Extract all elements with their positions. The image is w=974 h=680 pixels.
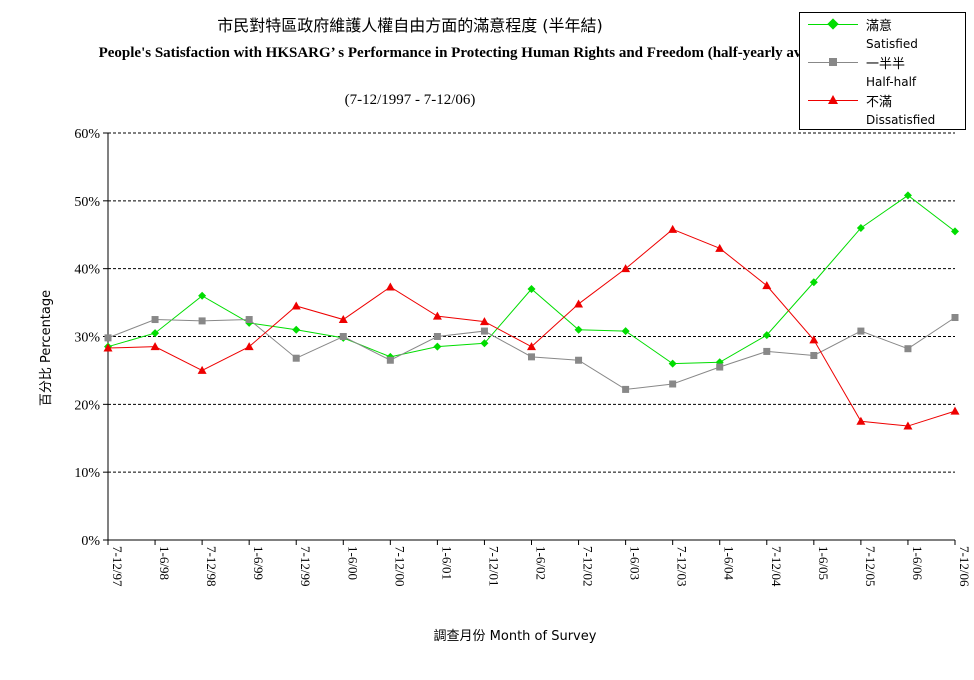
data-point [574,325,583,334]
data-point [809,278,818,287]
data-point [386,356,394,364]
data-point [856,223,865,232]
chart-title-en: People's Satisfaction with HKSARG’ s Per… [98,45,842,61]
data-point [198,291,207,300]
data-point [480,327,488,335]
data-point [762,281,772,290]
x-tick-label: 1-6/00 [345,546,360,580]
x-tick-label: 1-6/98 [157,546,172,580]
data-point [810,351,818,359]
data-point [527,285,536,294]
data-point [903,421,913,430]
y-tick-label: 30% [74,331,100,346]
data-point [856,416,866,425]
chart-subtitle: (7-12/1997 - 7-12/06) [344,92,476,108]
y-tick-label: 0% [81,534,100,549]
legend-item-dissatisfied: 不滿 Dissatisfied [800,91,965,129]
legend-item-half-half: 一半半 Half-half [800,53,965,91]
data-point [903,191,912,200]
data-point [150,342,160,351]
series-line-dissatisfied [107,228,956,427]
data-point [245,316,253,324]
chart-title-zh: 市民對特區政府維護人權自由方面的滿意程度 (半年結) [217,16,603,35]
diamond-marker-icon [827,18,839,30]
data-point [951,227,959,236]
data-point [762,331,771,340]
x-tick-label: 7-12/01 [486,546,501,586]
x-tick-label: 7-12/98 [204,546,219,586]
x-tick-label: 1-6/06 [910,546,925,580]
triangle-marker-icon [828,95,838,104]
data-point [716,363,724,371]
y-tick-label: 40% [74,263,100,278]
data-point [433,342,442,351]
data-point [433,333,441,340]
data-point [951,314,959,322]
data-point [432,311,442,320]
data-point [622,385,630,393]
legend-label-zh: 不滿 [866,95,893,110]
x-tick-label: 1-6/03 [628,546,643,580]
x-tick-label: 7-12/05 [863,546,878,586]
data-point [621,327,630,336]
data-point [763,347,771,355]
data-point [103,343,113,352]
data-point [857,327,865,335]
data-point [668,224,678,233]
data-point [151,329,160,338]
data-point [574,299,584,308]
data-point [338,315,348,324]
legend-label-en: Satisfied [866,37,918,51]
x-tick-label: 1-6/99 [251,546,266,580]
data-point [292,354,300,362]
x-tick-label: 1-6/01 [439,546,454,580]
data-point [528,353,535,361]
legend-item-satisfied: 滿意 Satisfied [800,15,965,53]
data-point [668,359,677,368]
x-tick-label: 7-12/00 [392,546,407,586]
x-tick-label: 7-12/03 [675,546,690,586]
x-tick-label: 7-12/99 [298,546,313,586]
data-point [292,325,301,334]
x-tick-label: 7-12/97 [110,546,125,587]
data-point [151,316,159,324]
legend-label-zh: 滿意 [866,19,893,34]
x-tick-label: 1-6/02 [534,546,549,580]
legend-label-en: Half-half [866,75,917,89]
data-point [291,301,301,310]
data-point [527,342,536,351]
y-axis-title: 百分比 Percentage [39,289,54,407]
square-marker-icon [829,58,837,66]
data-point [198,317,206,325]
y-tick-label: 20% [74,398,100,413]
data-point [339,333,347,340]
series-line-satisfied [107,194,956,365]
x-tick-label: 1-6/05 [816,546,831,580]
x-tick-label: 1-6/04 [722,546,737,580]
data-point [575,356,583,364]
data-point [809,335,819,344]
y-tick-label: 10% [74,466,100,481]
data-point [715,243,725,252]
legend-label-en: Dissatisfied [866,113,936,127]
data-point [244,342,254,351]
data-point [479,317,489,326]
data-point [385,282,395,291]
chart-legend: 滿意 Satisfied 一半半 Half-half 不滿 Dissatisfi… [799,12,966,130]
x-tick-label: 7-12/02 [581,546,596,586]
y-tick-label: 50% [74,195,100,210]
data-point [197,365,207,374]
x-axis-title: 調查月份 Month of Survey [433,629,597,644]
x-tick-label: 7-12/04 [769,546,784,587]
data-point [904,345,912,353]
legend-label-zh: 一半半 [866,57,906,72]
data-point [480,339,489,348]
data-point [104,334,112,342]
data-point [950,406,960,415]
data-point [621,264,631,273]
data-point [669,380,677,388]
y-tick-label: 60% [74,127,100,142]
x-tick-label: 7-12/06 [957,546,972,587]
